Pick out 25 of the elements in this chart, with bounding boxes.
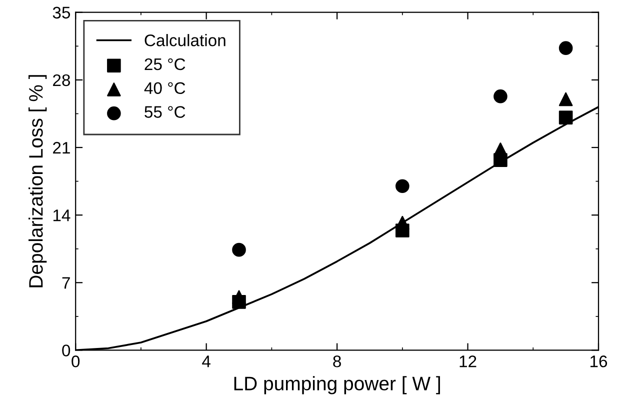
point [232,242,246,257]
y-tick-label: 14 [53,210,70,222]
point [558,41,573,55]
legend-label: 25 °C [144,58,186,70]
y-tick-label: 0 [62,344,70,356]
point [558,110,573,124]
legend-label: 40 °C [144,82,186,94]
point [396,179,410,194]
legend-label: 55 °C [144,106,186,118]
x-tick-label: 12 [460,356,476,368]
legend-label: Calculation [144,34,226,46]
y-tick-label: 21 [53,142,70,154]
y-tick-label: 28 [53,74,70,86]
x-tick-label: 8 [333,356,341,368]
y-axis-title: Depolarization Loss [ % ] [28,75,47,288]
y-tick-label: 35 [52,6,70,19]
x-tick-label: 4 [202,356,210,368]
x-tick-label: 0 [72,356,80,368]
point [558,92,573,106]
point [494,142,508,156]
x-tick-label: 16 [590,356,608,368]
y-tick-label: 7 [62,277,70,289]
point [494,89,508,104]
point [232,290,246,304]
x-axis-title: LD pumping power [ W ] [234,376,440,394]
